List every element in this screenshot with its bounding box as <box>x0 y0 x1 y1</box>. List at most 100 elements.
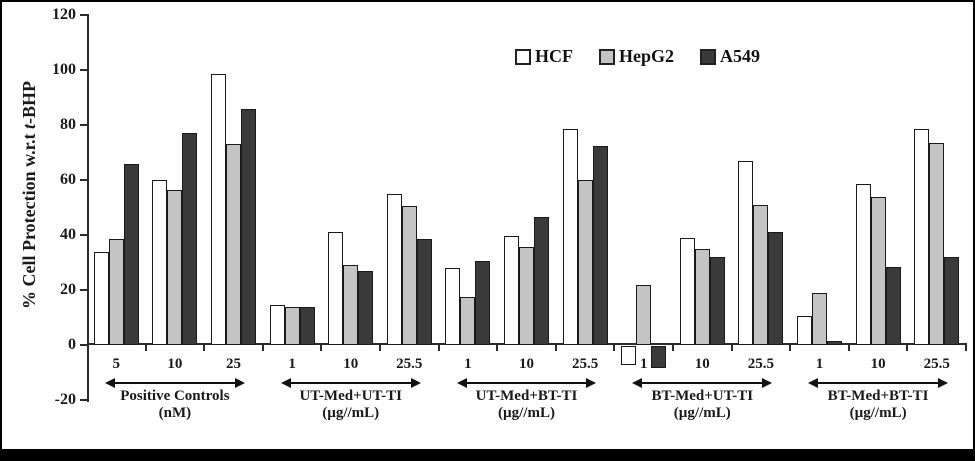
bar-hcf <box>679 237 695 345</box>
bar-a549 <box>885 266 901 345</box>
group-range-arrow <box>280 378 421 388</box>
legend-swatch-icon <box>599 48 615 65</box>
y-tick-label: 120 <box>52 6 76 23</box>
group-label: Positive Controls (nM) <box>87 388 263 422</box>
arrow-left-icon <box>105 378 115 388</box>
x-axis-tick <box>613 345 616 351</box>
bar-hcf <box>445 268 461 345</box>
legend-label: HCF <box>535 46 573 66</box>
y-axis-tick <box>80 344 87 346</box>
arrow-shaft <box>115 382 235 384</box>
group-label: UT-Med+UT-TI (µg//mL) <box>263 388 439 422</box>
bar-hepg2 <box>108 239 124 345</box>
arrow-right-icon <box>234 378 245 388</box>
bar-a549 <box>827 340 842 345</box>
arrow-shaft <box>642 382 763 384</box>
bar-hepg2 <box>226 144 241 345</box>
legend-label: HepG2 <box>619 46 675 66</box>
x-axis-tick <box>847 345 850 351</box>
x-tick-label: 1 <box>815 356 824 372</box>
bar-hepg2 <box>753 204 769 345</box>
y-tick-label: 40 <box>60 226 76 243</box>
x-tick-label: 1 <box>288 356 296 372</box>
bar-hepg2 <box>401 206 417 345</box>
group-unit: (nM) <box>158 405 192 421</box>
bar-a549 <box>299 306 315 345</box>
y-axis-tick <box>80 399 87 401</box>
legend-label: A549 <box>720 46 761 66</box>
bar-a549 <box>182 133 198 345</box>
x-tick-label: 1 <box>464 356 472 372</box>
x-axis-tick <box>261 345 264 351</box>
arrow-left-icon <box>808 378 819 388</box>
y-axis-tick <box>80 289 87 291</box>
legend-item-hcf: HCF <box>515 46 573 67</box>
group-unit: (µg//mL) <box>673 405 731 421</box>
x-axis-tick <box>144 345 147 351</box>
legend-item-a549: A549 <box>700 46 760 67</box>
bar-a549 <box>651 346 667 368</box>
arrow-right-icon <box>762 378 773 388</box>
legend-swatch-icon <box>700 48 717 65</box>
x-tick-label: 25.5 <box>923 356 950 372</box>
bar-hepg2 <box>284 306 300 345</box>
bar-hepg2 <box>870 196 886 345</box>
group-unit: (µg//mL) <box>322 405 380 421</box>
x-tick-label: 10 <box>167 356 183 372</box>
arrow-right-icon <box>937 378 948 388</box>
bar-hepg2 <box>167 189 183 345</box>
x-axis-tick <box>672 345 674 351</box>
bar-a549 <box>123 163 139 345</box>
bar-hcf <box>562 129 578 345</box>
group-name: UT-Med+BT-TI <box>475 388 578 404</box>
y-axis-tick <box>80 69 87 71</box>
x-axis-tick <box>437 345 440 351</box>
bar-hcf <box>328 232 344 345</box>
arrow-shaft <box>290 382 411 384</box>
y-tick-label: -20 <box>54 391 76 408</box>
group-name: Positive Controls <box>120 388 230 404</box>
group-name: UT-Med+UT-TI <box>299 388 402 404</box>
y-axis-line <box>87 14 89 402</box>
group-label: BT-Med+BT-TI (µg//mL) <box>790 388 966 422</box>
y-tick-label: 100 <box>52 61 76 78</box>
bar-hepg2 <box>636 284 652 345</box>
x-tick-label: 10 <box>343 356 359 372</box>
bar-a549 <box>358 270 374 345</box>
bar-hcf <box>211 74 226 345</box>
group-range-arrow <box>456 378 597 388</box>
bar-hepg2 <box>460 296 476 345</box>
x-tick-label: 25.5 <box>571 356 599 372</box>
bar-a549 <box>768 232 784 345</box>
bar-hcf <box>914 129 930 345</box>
x-axis-tick <box>965 345 967 351</box>
bar-hcf <box>504 236 519 345</box>
bar-a549 <box>709 257 725 345</box>
group-name: BT-Med+UT-TI <box>651 388 754 404</box>
x-axis-tick <box>379 345 381 351</box>
bar-a549 <box>416 239 432 345</box>
x-axis-tick <box>789 345 792 351</box>
bar-hcf <box>855 184 871 345</box>
bar-a549 <box>944 257 960 345</box>
legend: HCF HepG2 A549 <box>515 46 760 67</box>
group-name: BT-Med+BT-TI <box>827 388 929 404</box>
x-tick-label: 25.5 <box>396 356 423 372</box>
bar-hepg2 <box>343 265 359 345</box>
x-tick-label: 5 <box>112 356 121 372</box>
x-tick-label: 10 <box>694 356 710 372</box>
bar-a549 <box>534 217 549 345</box>
x-tick-label: 10 <box>518 356 534 372</box>
x-tick-label: 1 <box>639 356 648 372</box>
arrow-shaft <box>466 382 587 384</box>
y-tick-label: 80 <box>60 116 76 133</box>
group-range-arrow <box>808 378 948 388</box>
y-tick-label: 20 <box>60 281 76 298</box>
y-axis-tick <box>80 234 87 236</box>
bar-hepg2 <box>519 247 534 345</box>
arrow-right-icon <box>410 378 421 388</box>
bar-hcf <box>269 305 285 345</box>
bar-a549 <box>241 108 256 345</box>
bar-hepg2 <box>812 292 827 345</box>
